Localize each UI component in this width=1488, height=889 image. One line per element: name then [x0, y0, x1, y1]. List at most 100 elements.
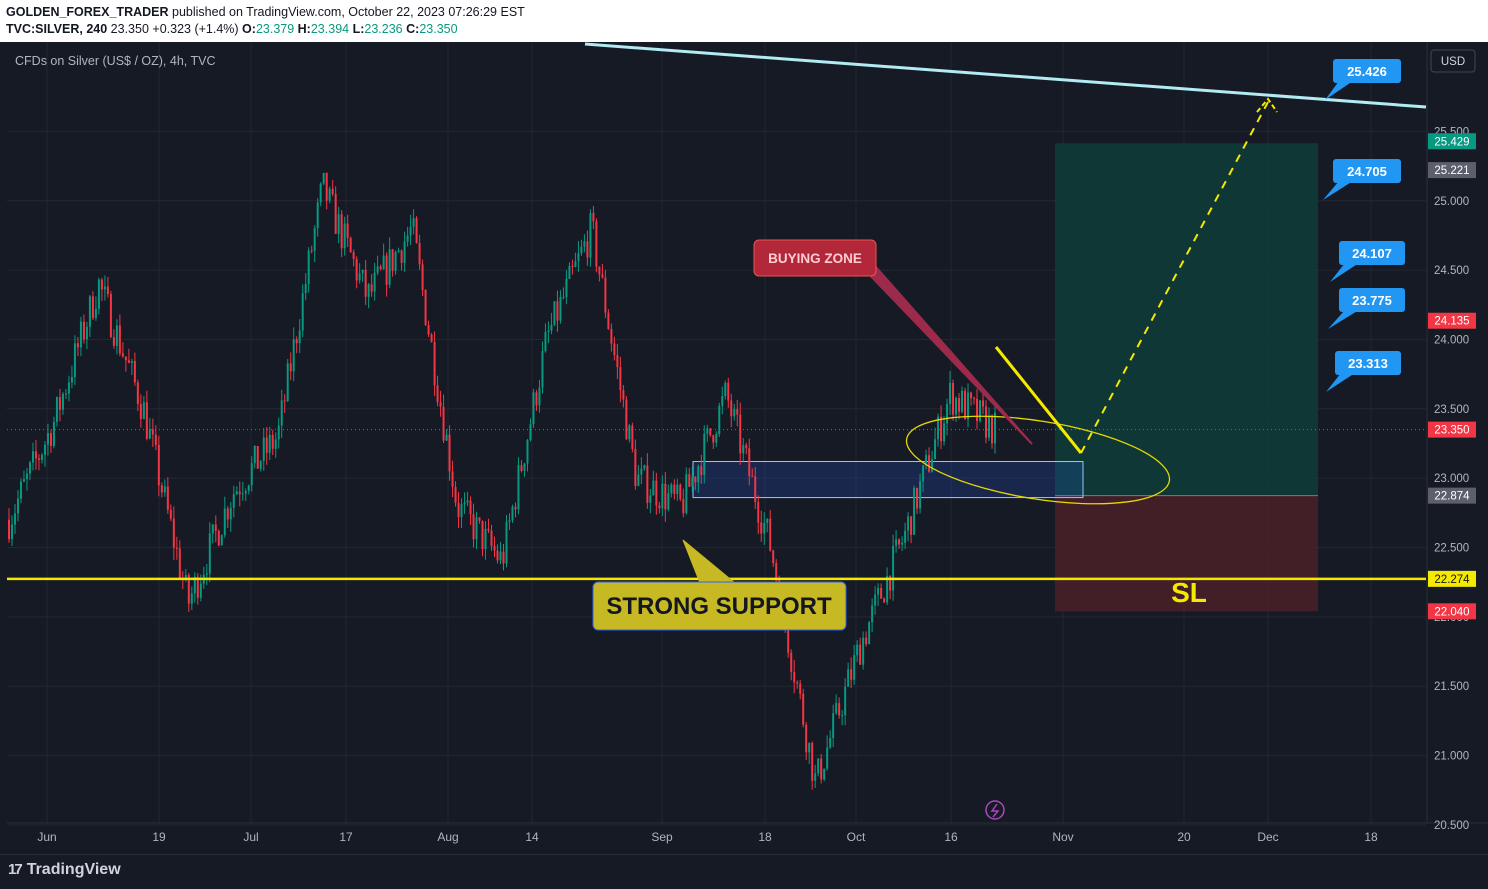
candle-body	[745, 445, 748, 449]
event-lightning-bolt	[990, 803, 1000, 818]
candle-body	[133, 361, 136, 383]
price-tick-label: 24.500	[1434, 265, 1469, 277]
candle-body	[544, 331, 547, 352]
candle-body	[541, 351, 544, 388]
candle-body	[925, 455, 928, 466]
candle-body	[655, 480, 658, 506]
candle-body	[43, 444, 46, 455]
candle-body	[85, 326, 88, 340]
candle-body	[280, 400, 283, 426]
publish-header: GOLDEN_FOREX_TRADER published on Trading…	[0, 0, 1488, 42]
price-axis-tag	[1428, 603, 1476, 620]
candle-body	[244, 491, 247, 494]
candle-body	[538, 387, 541, 406]
candle-body	[832, 713, 835, 739]
candle-body	[874, 594, 877, 606]
publisher-name[interactable]: GOLDEN_FOREX_TRADER	[6, 5, 169, 19]
candle-body	[943, 423, 946, 442]
candle-body	[187, 575, 190, 604]
candle-body	[685, 474, 688, 514]
price-axis-tag	[1428, 487, 1476, 504]
candle-body	[847, 669, 850, 687]
candle-body	[796, 682, 799, 684]
candle-body	[373, 272, 376, 292]
candle-body	[862, 637, 865, 665]
time-tick-label: Jul	[243, 830, 258, 844]
target-callout-pointer	[1326, 373, 1355, 392]
candle-body	[550, 324, 553, 331]
candle-body	[55, 397, 58, 422]
candle-body	[700, 466, 703, 475]
price-tick-label: 22.500	[1434, 543, 1469, 555]
candle-body	[94, 308, 97, 319]
currency-button	[1430, 49, 1476, 73]
tradingview-logo[interactable]: 17 TradingView	[8, 861, 121, 879]
high-label: H:	[297, 22, 311, 36]
candle-body	[178, 548, 181, 579]
candle-body	[46, 433, 49, 445]
candle-body	[766, 518, 769, 523]
candle-body	[58, 397, 61, 410]
candle-body	[220, 535, 223, 546]
candle-body	[73, 343, 76, 377]
candle-body	[694, 476, 697, 483]
candle-body	[799, 683, 802, 694]
candle-body	[382, 255, 385, 270]
candle-body	[565, 278, 568, 297]
candle-body	[772, 550, 775, 564]
projection-arrowhead	[1256, 97, 1278, 113]
candle-body	[568, 265, 571, 279]
target-callout-value: 25.426	[1347, 64, 1387, 79]
candle-body	[8, 519, 10, 540]
candle-body	[250, 463, 253, 486]
candle-body	[991, 415, 994, 444]
candle-body	[166, 486, 169, 510]
candle-body	[916, 487, 919, 509]
candle-body	[481, 520, 484, 550]
price-tick-label: 23.000	[1434, 473, 1469, 485]
candle-body	[157, 444, 160, 486]
candle-body	[994, 412, 996, 444]
candle-body	[979, 400, 982, 422]
candle-body	[79, 321, 82, 348]
buying-zone-label: BUYING ZONE	[768, 251, 862, 266]
candle-body	[682, 499, 685, 514]
candle-body	[757, 502, 760, 523]
candle-body	[271, 434, 274, 449]
chart-area[interactable]: BUYING ZONE STRONG SUPPORT SL 25.426 24.705 2…	[0, 42, 1488, 854]
last-price: 23.350	[110, 22, 149, 36]
candle-body	[895, 539, 898, 546]
price-axis-tag-value: 22.274	[1434, 574, 1470, 586]
chart-canvas[interactable]: BUYING ZONE STRONG SUPPORT SL 25.426 24.705 2…	[0, 42, 1488, 854]
candle-body	[172, 518, 175, 548]
candle-body	[880, 588, 883, 599]
candle-body	[814, 773, 817, 781]
candle-body	[148, 429, 151, 439]
candle-body	[958, 397, 961, 412]
candle-body	[649, 495, 652, 503]
candle-body	[838, 703, 841, 716]
price-axis-tag-value: 22.040	[1434, 606, 1469, 618]
candle-body	[850, 669, 853, 680]
candle-body	[556, 301, 559, 321]
candle-body	[112, 337, 115, 346]
candle-body	[154, 434, 157, 445]
buy-zone-rect	[692, 461, 1084, 499]
candle-body	[472, 514, 475, 540]
candle-body	[502, 551, 505, 564]
candle-body	[184, 575, 187, 580]
candle-body	[256, 446, 259, 469]
candle-body	[229, 507, 232, 520]
candle-body	[823, 768, 826, 780]
candle-body	[901, 542, 904, 545]
candle-body	[883, 598, 886, 603]
candle-body	[88, 296, 91, 327]
candle-body	[955, 397, 958, 415]
candle-body	[130, 361, 133, 363]
candle-body	[529, 424, 532, 441]
candle-body	[763, 522, 766, 534]
candle-body	[931, 459, 934, 472]
candle-body	[313, 228, 316, 251]
candle-body	[934, 439, 937, 460]
candle-body	[283, 400, 286, 402]
